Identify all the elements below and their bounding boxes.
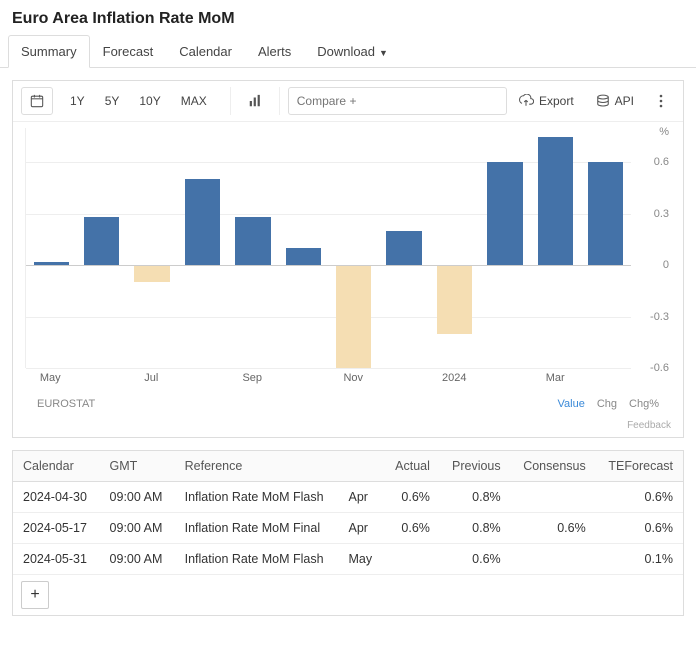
range-max[interactable]: MAX bbox=[172, 87, 216, 115]
table-cell: Inflation Rate MoM Final bbox=[175, 513, 339, 544]
chart-plot[interactable]: -0.6-0.300.30.6 bbox=[25, 128, 671, 368]
table-cell: 09:00 AM bbox=[100, 482, 175, 513]
bar[interactable] bbox=[185, 179, 220, 265]
tab-download[interactable]: Download▼ bbox=[304, 35, 401, 68]
series-toggle: Value Chg Chg% bbox=[558, 398, 659, 410]
table-row[interactable]: 2024-04-3009:00 AMInflation Rate MoM Fla… bbox=[13, 482, 683, 513]
table-header[interactable] bbox=[338, 451, 383, 482]
table-cell bbox=[511, 482, 596, 513]
bar[interactable] bbox=[538, 137, 573, 266]
table-cell: Inflation Rate MoM Flash bbox=[175, 482, 339, 513]
chart-card: 1Y5Y10YMAX Export API % -0.6-0.300.30.6 … bbox=[12, 80, 684, 438]
compare-input[interactable] bbox=[288, 87, 507, 115]
table-cell: 09:00 AM bbox=[100, 544, 175, 575]
tab-bar: SummaryForecastCalendarAlertsDownload▼ bbox=[0, 34, 696, 68]
chart-body: % -0.6-0.300.30.6 MayJulSepNov2024Mar EU… bbox=[13, 122, 683, 420]
x-tick-label: Mar bbox=[546, 372, 565, 384]
table-header[interactable]: GMT bbox=[100, 451, 175, 482]
table-header[interactable]: Reference bbox=[175, 451, 339, 482]
table-row[interactable]: 2024-05-1709:00 AMInflation Rate MoM Fin… bbox=[13, 513, 683, 544]
table-header[interactable]: Actual bbox=[383, 451, 439, 482]
tab-forecast[interactable]: Forecast bbox=[90, 35, 167, 68]
table-header[interactable]: TEForecast bbox=[596, 451, 683, 482]
bar[interactable] bbox=[286, 248, 321, 265]
bar[interactable] bbox=[84, 217, 119, 265]
table-cell: 09:00 AM bbox=[100, 513, 175, 544]
table-cell: 2024-05-17 bbox=[13, 513, 100, 544]
y-tick-label: -0.3 bbox=[650, 311, 669, 323]
tab-summary[interactable]: Summary bbox=[8, 35, 90, 68]
table-cell: 0.1% bbox=[596, 544, 683, 575]
x-tick-label: 2024 bbox=[442, 372, 466, 384]
export-label: Export bbox=[539, 94, 574, 108]
table-cell: Apr bbox=[338, 482, 383, 513]
x-axis: May Jul Sep Nov 2024 Mar bbox=[25, 368, 631, 390]
range-5y[interactable]: 5Y bbox=[96, 87, 129, 115]
y-tick-label: 0.6 bbox=[654, 156, 669, 168]
zero-line bbox=[26, 265, 631, 266]
table-cell: 0.6% bbox=[383, 482, 439, 513]
calendar-icon[interactable] bbox=[21, 87, 53, 115]
y-tick-label: 0 bbox=[663, 259, 669, 271]
tab-calendar[interactable]: Calendar bbox=[166, 35, 245, 68]
series-toggle-chg[interactable]: Chg bbox=[597, 398, 617, 410]
x-tick-label: May bbox=[40, 372, 61, 384]
table-cell: Inflation Rate MoM Flash bbox=[175, 544, 339, 575]
table-cell: 0.8% bbox=[440, 482, 511, 513]
table-cell bbox=[383, 544, 439, 575]
table-cell: 0.6% bbox=[440, 544, 511, 575]
series-toggle-value[interactable]: Value bbox=[558, 398, 585, 410]
table-cell: May bbox=[338, 544, 383, 575]
table-cell: 0.6% bbox=[596, 482, 683, 513]
table-cell: 0.8% bbox=[440, 513, 511, 544]
table-cell: 0.6% bbox=[383, 513, 439, 544]
x-tick-label: Sep bbox=[242, 372, 262, 384]
table-cell: 0.6% bbox=[511, 513, 596, 544]
bar[interactable] bbox=[487, 162, 522, 265]
table-header[interactable]: Previous bbox=[440, 451, 511, 482]
chevron-down-icon: ▼ bbox=[379, 48, 388, 58]
table-header[interactable]: Consensus bbox=[511, 451, 596, 482]
chart-toolbar: 1Y5Y10YMAX Export API bbox=[13, 81, 683, 122]
table-cell: 2024-04-30 bbox=[13, 482, 100, 513]
export-button[interactable]: Export bbox=[509, 87, 583, 115]
tab-alerts[interactable]: Alerts bbox=[245, 35, 304, 68]
range-10y[interactable]: 10Y bbox=[130, 87, 169, 115]
range-1y[interactable]: 1Y bbox=[61, 87, 94, 115]
add-row-button[interactable]: + bbox=[21, 581, 49, 609]
bar[interactable] bbox=[134, 265, 169, 282]
chart-type-icon[interactable] bbox=[239, 87, 271, 115]
bar[interactable] bbox=[386, 231, 421, 265]
bar[interactable] bbox=[235, 217, 270, 265]
data-source-label: EUROSTAT bbox=[37, 398, 95, 410]
y-tick-label: -0.6 bbox=[650, 362, 669, 374]
table-cell: Apr bbox=[338, 513, 383, 544]
feedback-link[interactable]: Feedback bbox=[13, 420, 683, 437]
bar[interactable] bbox=[588, 162, 623, 265]
x-tick-label: Jul bbox=[144, 372, 158, 384]
calendar-table-card: CalendarGMTReference ActualPreviousConsen… bbox=[12, 450, 684, 616]
table-cell: 2024-05-31 bbox=[13, 544, 100, 575]
calendar-table: CalendarGMTReference ActualPreviousConsen… bbox=[13, 451, 683, 575]
table-cell bbox=[511, 544, 596, 575]
x-tick-label: Nov bbox=[343, 372, 363, 384]
more-icon[interactable] bbox=[647, 87, 675, 115]
api-button[interactable]: API bbox=[587, 87, 643, 115]
bar[interactable] bbox=[336, 265, 371, 368]
series-toggle-chgpct[interactable]: Chg% bbox=[629, 398, 659, 410]
table-header[interactable]: Calendar bbox=[13, 451, 100, 482]
page-title: Euro Area Inflation Rate MoM bbox=[12, 10, 684, 28]
table-cell: 0.6% bbox=[596, 513, 683, 544]
bar[interactable] bbox=[437, 265, 472, 334]
api-label: API bbox=[615, 94, 634, 108]
table-row[interactable]: 2024-05-3109:00 AMInflation Rate MoM Fla… bbox=[13, 544, 683, 575]
y-tick-label: 0.3 bbox=[654, 208, 669, 220]
